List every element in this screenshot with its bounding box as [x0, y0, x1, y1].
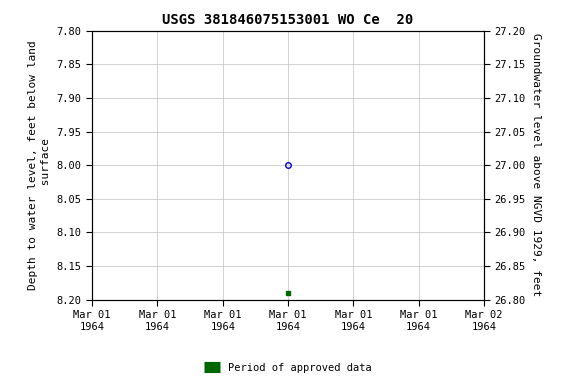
Y-axis label: Groundwater level above NGVD 1929, feet: Groundwater level above NGVD 1929, feet	[531, 33, 541, 297]
Y-axis label: Depth to water level, feet below land
 surface: Depth to water level, feet below land su…	[28, 40, 51, 290]
Legend: Period of approved data: Period of approved data	[200, 359, 376, 377]
Title: USGS 381846075153001 WO Ce  20: USGS 381846075153001 WO Ce 20	[162, 13, 414, 27]
